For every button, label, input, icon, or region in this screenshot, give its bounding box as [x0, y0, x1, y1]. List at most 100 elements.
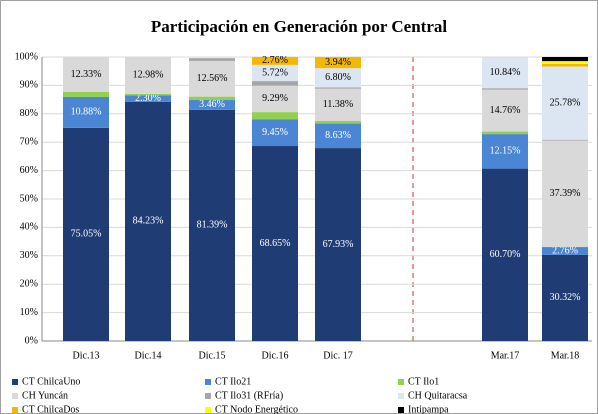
legend-label: Intipampa [408, 404, 449, 414]
legend-swatch [205, 379, 211, 385]
bar-segment [189, 96, 235, 101]
data-label: 67.93% [323, 239, 354, 250]
legend-label: CH Yuncán [22, 390, 68, 401]
legend-label: CT Ilo21 [215, 376, 251, 387]
x-tick-label: Dic.13 [73, 350, 100, 361]
data-label: 84.23% [133, 216, 164, 227]
y-tick-label: 10% [20, 307, 38, 318]
bar-segment [482, 57, 528, 89]
bar-segment [189, 109, 235, 341]
x-tick-label: Dic.14 [135, 350, 162, 361]
legend-swatch [12, 379, 18, 385]
bar-segment [315, 123, 361, 149]
y-tick-label: 90% [20, 80, 38, 91]
bar-segment [189, 60, 235, 97]
y-tick-label: 50% [20, 193, 38, 204]
data-label: 14.76% [490, 105, 521, 116]
bar-segment [125, 57, 171, 94]
bar-segment [189, 100, 235, 110]
bar-segment [542, 61, 588, 64]
data-label: 30.32% [550, 292, 581, 303]
data-label: 10.84% [490, 67, 521, 78]
bar-segment [542, 140, 588, 247]
bar-segment [482, 88, 528, 90]
data-label: 12.33% [71, 69, 102, 80]
bar-segment [125, 101, 171, 341]
data-label: 75.05% [71, 229, 102, 240]
bar-segment [252, 57, 298, 65]
legend-swatch [398, 407, 404, 413]
bar-segment [63, 127, 109, 341]
x-tick-label: Dic. 17 [323, 350, 352, 361]
data-label: 81.39% [197, 220, 228, 231]
legend-swatch [398, 393, 404, 399]
y-tick-label: 60% [20, 165, 38, 176]
bar-segment [315, 148, 361, 341]
bar-segment [252, 112, 298, 120]
legend-swatch [12, 407, 18, 413]
y-tick-label: 100% [15, 51, 38, 62]
data-label: 10.88% [71, 107, 102, 118]
bar-segment [542, 66, 588, 140]
chart-title: Participación en Generación por Central [151, 17, 447, 36]
bar-segment [482, 134, 528, 169]
data-label: 8.63% [325, 130, 351, 141]
bar-segment [125, 95, 171, 102]
y-tick-label: 80% [20, 108, 38, 119]
data-label: 9.45% [262, 127, 288, 138]
bar-segment [315, 121, 361, 124]
data-label: 12.15% [490, 146, 521, 157]
y-tick-label: 70% [20, 136, 38, 147]
bar-segment [315, 87, 361, 89]
data-label: 6.80% [325, 72, 351, 83]
y-tick-label: 0% [25, 335, 38, 346]
bar-segment [315, 88, 361, 122]
data-label: 3.46% [199, 99, 225, 110]
bar-segment [542, 63, 588, 67]
bar-segment [189, 57, 235, 59]
bar-segment [482, 131, 528, 135]
data-label: 37.39% [550, 188, 581, 199]
y-tick-label: 40% [20, 222, 38, 233]
bar-segment [63, 96, 109, 128]
bar-segment [125, 93, 171, 96]
data-label: 2.76% [262, 55, 288, 66]
data-label: 2.30% [135, 93, 161, 104]
bar-segment [252, 64, 298, 82]
bar-segment [542, 254, 588, 341]
data-label: 2.76% [552, 245, 578, 256]
bar-segment [252, 146, 298, 341]
x-tick-label: Dic.16 [262, 350, 289, 361]
bar-segment [482, 168, 528, 341]
bar-segment [252, 119, 298, 147]
x-tick-label: Dic.15 [199, 350, 226, 361]
bar-segment [542, 247, 588, 255]
bar-segment [189, 58, 235, 61]
bar-segment [63, 57, 109, 93]
bar-segment [542, 139, 588, 141]
legend-swatch [205, 407, 211, 413]
y-tick-label: 20% [20, 278, 38, 289]
bar-segment [482, 89, 528, 132]
data-label: 5.72% [262, 67, 288, 78]
bar-segment [252, 81, 298, 86]
data-label: 11.38% [323, 99, 353, 110]
legend-swatch [12, 393, 18, 399]
data-label: 12.98% [133, 70, 164, 81]
data-label: 3.94% [325, 57, 351, 68]
bar-segment [315, 57, 361, 69]
data-label: 25.78% [550, 97, 581, 108]
bar-segment [315, 68, 361, 88]
y-tick-label: 30% [20, 250, 38, 261]
legend-label: CT Ilo31 (RFría) [215, 390, 283, 401]
bar-segment [252, 85, 298, 113]
data-label: 60.70% [490, 249, 521, 260]
legend-swatch [398, 379, 404, 385]
legend-label: CT ChilcaUno [22, 376, 80, 387]
data-label: 12.56% [197, 73, 228, 84]
data-label: 9.29% [262, 93, 288, 104]
bar-segment [63, 92, 109, 97]
legend-label: CT Nodo Energético [215, 404, 298, 414]
x-tick-label: Mar.17 [491, 350, 520, 361]
